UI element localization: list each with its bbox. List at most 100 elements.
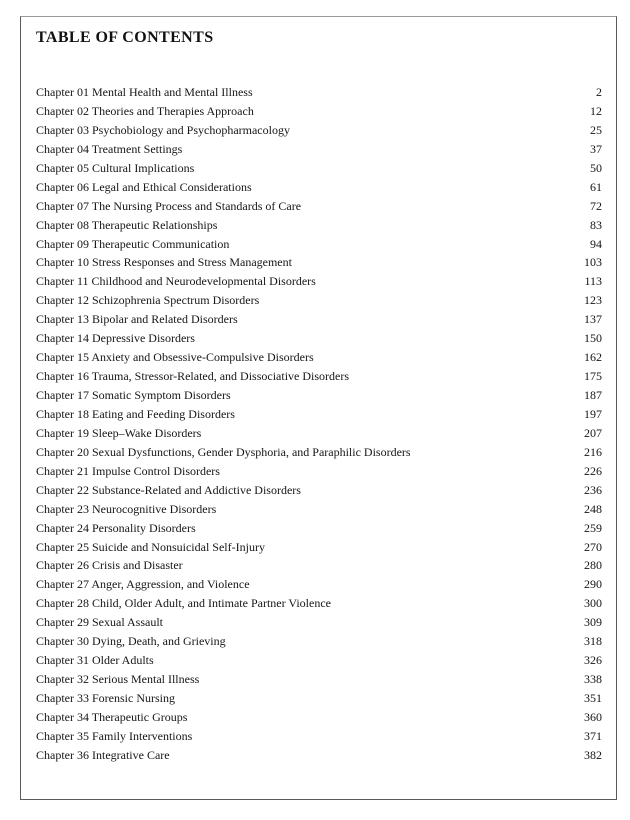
toc-entry: Chapter 33 Forensic Nursing 351 [36,689,602,708]
toc-entry-title: Chapter 15 Anxiety and Obsessive-Compuls… [36,350,314,365]
toc-entry-title: Chapter 17 Somatic Symptom Disorders [36,388,231,402]
toc-entry-page: 351 [584,691,602,705]
toc-entry: Chapter 24 Personality Disorders 259 [36,519,602,538]
toc-entry: Chapter 17 Somatic Symptom Disorders 187 [36,386,602,405]
toc-entry-page: 72 [590,198,602,213]
toc-entry-page: 103 [584,255,602,270]
toc-entry-title: Chapter 23 Neurocognitive Disorders [36,501,217,516]
toc-entry: Chapter 36 Integrative Care 382 [36,746,602,765]
toc-entry: Chapter 03 Psychobiology and Psychopharm… [36,121,602,140]
toc-entry-title: Chapter 04 Treatment Settings [36,141,183,156]
toc-entry-page: 300 [584,596,602,611]
toc-entry: Chapter 28 Child, Older Adult, and Intim… [36,594,602,613]
toc-entry: Chapter 14 Depressive Disorders 150 [36,329,602,348]
toc-entry-page: 2 [596,85,602,99]
page-title: TABLE OF CONTENTS [36,29,214,46]
toc-entry: Chapter 19 Sleep–Wake Disorders 207 [36,424,602,443]
page-content: TABLE OF CONTENTS Chapter 01 Mental Heal… [21,17,616,765]
toc-entry-page: 259 [584,520,602,535]
toc-entry-title: Chapter 35 Family Interventions [36,728,193,743]
toc-entry-title: Chapter 27 Anger, Aggression, and Violen… [36,577,250,592]
toc-entry-title: Chapter 25 Suicide and Nonsuicidal Self-… [36,539,265,554]
toc-entry-page: 37 [590,141,602,156]
toc-entry: Chapter 27 Anger, Aggression, and Violen… [36,575,602,594]
toc-entry-title: Chapter 34 Therapeutic Groups [36,709,188,724]
toc-entry: Chapter 05 Cultural Implications 50 [36,159,602,178]
toc-entry-page: 318 [584,634,602,649]
toc-entry: Chapter 34 Therapeutic Groups 360 [36,708,602,727]
toc-entry-title: Chapter 01 Mental Health and Mental Illn… [36,85,253,99]
toc-entry-title: Chapter 31 Older Adults [36,653,154,668]
toc-entry-title: Chapter 22 Substance-Related and Addicti… [36,482,301,497]
toc-entry-page: 207 [584,425,602,440]
toc-entry: Chapter 09 Therapeutic Communication 94 [36,235,602,254]
toc-entry: Chapter 13 Bipolar and Related Disorders… [36,310,602,329]
toc-entry: Chapter 32 Serious Mental Illness 338 [36,670,602,689]
toc-entry-page: 338 [584,672,602,687]
toc-entry: Chapter 01 Mental Health and Mental Illn… [36,83,602,102]
toc-entry-title: Chapter 29 Sexual Assault [36,615,163,630]
toc-entry: Chapter 21 Impulse Control Disorders 226 [36,462,602,481]
toc-entry: Chapter 15 Anxiety and Obsessive-Compuls… [36,348,602,367]
toc-entry-title: Chapter 06 Legal and Ethical Considerati… [36,179,252,194]
toc-entry-title: Chapter 07 The Nursing Process and Stand… [36,198,302,213]
toc-entry-page: 309 [584,615,602,630]
toc-entry-page: 270 [584,539,602,554]
toc-entry-title: Chapter 26 Crisis and Disaster [36,558,183,573]
toc-entry: Chapter 08 Therapeutic Relationships 83 [36,216,602,235]
toc-entry-title: Chapter 20 Sexual Dysfunctions, Gender D… [36,444,411,459]
toc-entry-title: Chapter 11 Childhood and Neurodevelopmen… [36,274,316,289]
toc-entry: Chapter 31 Older Adults 326 [36,651,602,670]
toc-entry-page: 150 [584,331,602,346]
toc-entry-title: Chapter 28 Child, Older Adult, and Intim… [36,596,331,611]
toc-entry: Chapter 26 Crisis and Disaster 280 [36,556,602,575]
toc-entry-title: Chapter 10 Stress Responses and Stress M… [36,255,292,270]
toc-entry-page: 187 [584,388,602,402]
toc-entry-page: 360 [584,709,602,724]
toc-entry-page: 290 [584,577,602,592]
document-page: TABLE OF CONTENTS Chapter 01 Mental Heal… [20,16,617,800]
toc-entry-page: 236 [584,482,602,497]
toc-list: Chapter 01 Mental Health and Mental Illn… [36,83,602,765]
toc-entry-page: 123 [584,293,602,308]
toc-entry: Chapter 12 Schizophrenia Spectrum Disord… [36,291,602,310]
toc-entry-title: Chapter 12 Schizophrenia Spectrum Disord… [36,293,260,308]
toc-entry-title: Chapter 36 Integrative Care [36,747,170,762]
toc-entry-title: Chapter 33 Forensic Nursing [36,691,175,705]
toc-entry-title: Chapter 19 Sleep–Wake Disorders [36,425,202,440]
toc-entry-title: Chapter 21 Impulse Control Disorders [36,463,220,478]
toc-entry-title: Chapter 05 Cultural Implications [36,160,195,175]
toc-entry-page: 162 [584,350,602,365]
toc-entry-page: 197 [584,406,602,421]
toc-entry-page: 94 [590,236,602,251]
toc-entry-page: 61 [590,179,602,194]
toc-entry: Chapter 18 Eating and Feeding Disorders … [36,405,602,424]
toc-entry-page: 280 [584,558,602,573]
toc-entry: Chapter 07 The Nursing Process and Stand… [36,197,602,216]
toc-entry-page: 216 [584,444,602,459]
toc-entry-title: Chapter 02 Theories and Therapies Approa… [36,103,254,118]
toc-entry-page: 50 [590,160,602,175]
toc-entry-page: 175 [584,369,602,384]
toc-entry: Chapter 06 Legal and Ethical Considerati… [36,178,602,197]
toc-entry: Chapter 04 Treatment Settings 37 [36,140,602,159]
toc-entry-page: 371 [584,728,602,743]
toc-entry-title: Chapter 14 Depressive Disorders [36,331,195,346]
toc-entry: Chapter 22 Substance-Related and Addicti… [36,481,602,500]
toc-entry: Chapter 23 Neurocognitive Disorders 248 [36,500,602,519]
toc-entry-page: 248 [584,501,602,516]
toc-entry: Chapter 30 Dying, Death, and Grieving 31… [36,632,602,651]
toc-entry-page: 83 [590,217,602,232]
toc-entry-title: Chapter 03 Psychobiology and Psychopharm… [36,122,290,137]
toc-entry: Chapter 11 Childhood and Neurodevelopmen… [36,272,602,291]
toc-entry-title: Chapter 24 Personality Disorders [36,520,196,535]
toc-entry-page: 12 [590,103,602,118]
toc-entry: Chapter 29 Sexual Assault 309 [36,613,602,632]
toc-entry-page: 226 [584,463,602,478]
toc-entry: Chapter 20 Sexual Dysfunctions, Gender D… [36,443,602,462]
toc-entry-page: 137 [584,312,602,327]
toc-entry-title: Chapter 30 Dying, Death, and Grieving [36,634,226,649]
toc-entry-page: 382 [584,747,602,762]
toc-entry-page: 113 [584,274,602,289]
toc-entry: Chapter 02 Theories and Therapies Approa… [36,102,602,121]
